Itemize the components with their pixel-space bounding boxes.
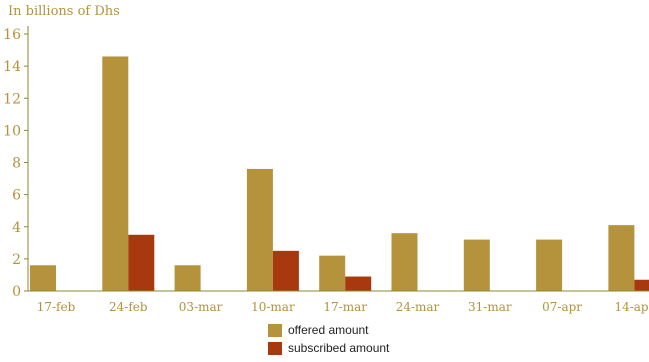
- x-tick-label: 03-mar: [179, 300, 223, 314]
- bar-offered-14-apr: [608, 225, 635, 291]
- bar-offered-24-mar: [391, 233, 418, 291]
- legend-item-offered: offered amount: [268, 321, 389, 339]
- bar-offered-10-mar: [246, 168, 273, 291]
- bar-offered-31-mar: [463, 239, 490, 291]
- bar-offered-17-feb: [30, 265, 56, 291]
- y-tick-label: 0: [12, 284, 21, 300]
- legend-swatch-offered: [268, 323, 282, 337]
- y-tick-label: 14: [3, 59, 21, 75]
- legend-item-subscribed: subscribed amount: [268, 339, 389, 357]
- y-tick-label: 16: [3, 27, 21, 43]
- y-tick-label: 10: [3, 123, 21, 139]
- bar-offered-07-apr: [536, 239, 563, 291]
- legend: offered amount subscribed amount: [268, 321, 389, 357]
- x-tick-label: 24-mar: [396, 300, 440, 314]
- y-tick-label: 2: [12, 252, 21, 268]
- bar-subscribed-14-apr: [634, 279, 649, 291]
- legend-swatch-subscribed: [268, 341, 282, 355]
- x-tick-label: 31-mar: [468, 300, 512, 314]
- bar-subscribed-10-mar: [272, 250, 299, 291]
- bar-offered-17-mar: [319, 255, 346, 291]
- unit-label: In billions of Dhs: [8, 4, 120, 19]
- x-tick-label: 14-apr: [614, 300, 649, 314]
- x-tick-label: 17-feb: [37, 300, 76, 314]
- x-tick-label: 10-mar: [251, 300, 295, 314]
- y-tick-label: 6: [12, 188, 21, 204]
- legend-label-subscribed: subscribed amount: [288, 341, 390, 355]
- bar-subscribed-17-mar: [345, 276, 372, 291]
- bar-offered-24-feb: [102, 56, 129, 291]
- bar-offered-03-mar: [174, 265, 201, 291]
- x-tick-label: 17-mar: [323, 300, 367, 314]
- x-tick-label: 07-apr: [542, 300, 582, 314]
- legend-label-offered: offered amount: [288, 323, 369, 337]
- y-tick-label: 4: [12, 220, 21, 236]
- y-tick-label: 8: [12, 156, 21, 172]
- x-tick-label: 24-feb: [109, 300, 148, 314]
- y-tick-label: 12: [3, 91, 21, 107]
- bar-subscribed-24-feb: [128, 234, 155, 291]
